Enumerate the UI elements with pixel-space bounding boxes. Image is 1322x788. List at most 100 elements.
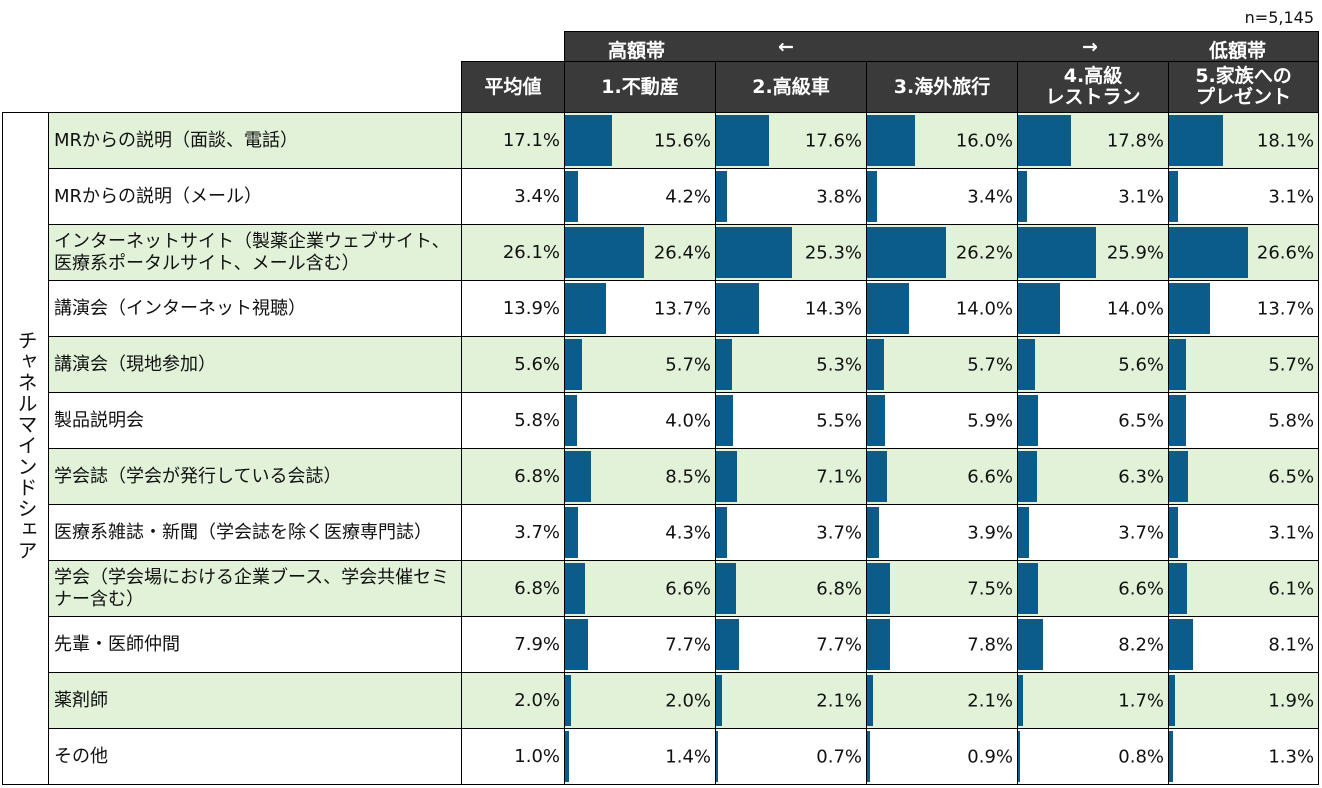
data-label: 18.1% — [1256, 130, 1315, 151]
high-price-label: 高額帯 — [608, 40, 666, 62]
data-bar — [867, 675, 874, 726]
data-label: 7.7% — [665, 634, 712, 655]
data-label: 5.3% — [816, 354, 863, 375]
data-label: 3.9% — [967, 522, 1014, 543]
average-value: 2.0% — [460, 672, 566, 729]
data-bar — [565, 451, 591, 502]
data-bar — [716, 507, 728, 558]
data-label: 5.7% — [665, 354, 712, 375]
table-row: 薬剤師 2.0% 2.0% 2.1% 2.1% 1.7% 1.9% — [3, 672, 1320, 729]
table-row: 講演会（インターネット視聴） 13.9% 13.7% 14.3% 14.0% 14.0% 1… — [3, 280, 1320, 337]
value-cell: 3.1% — [1017, 168, 1170, 225]
value-cell: 1.7% — [1017, 672, 1170, 729]
data-bar — [1018, 171, 1028, 222]
average-value: 5.8% — [460, 392, 566, 449]
data-bar — [1169, 507, 1179, 558]
data-label: 6.6% — [967, 466, 1014, 487]
row-label: 学会（学会場における企業ブース、学会共催セミナー含む） — [48, 560, 462, 617]
average-value: 6.8% — [460, 448, 566, 505]
value-cell: 3.1% — [1168, 504, 1320, 561]
data-bar — [565, 283, 607, 334]
data-bar — [565, 339, 583, 390]
value-cell: 18.1% — [1168, 112, 1320, 169]
row-label: その他 — [48, 728, 462, 785]
data-bar — [867, 507, 879, 558]
row-group-label: チャネルマインドシェア — [2, 112, 49, 785]
value-cell: 7.7% — [715, 616, 868, 673]
data-bar — [1169, 171, 1179, 222]
data-label: 16.0% — [955, 130, 1014, 151]
value-cell: 6.5% — [1168, 448, 1320, 505]
average-value: 1.0% — [460, 728, 566, 785]
data-bar — [1169, 675, 1175, 726]
value-cell: 25.3% — [715, 224, 868, 281]
data-bar — [1169, 731, 1173, 782]
row-label: 薬剤師 — [48, 672, 462, 729]
data-bar — [1018, 675, 1024, 726]
value-cell: 15.6% — [564, 112, 717, 169]
data-bar — [716, 115, 769, 166]
value-cell: 4.2% — [564, 168, 717, 225]
data-label: 8.5% — [665, 466, 712, 487]
arrow-right-icon: → — [1082, 36, 1098, 58]
value-cell: 4.3% — [564, 504, 717, 561]
data-label: 8.2% — [1118, 634, 1165, 655]
data-bar — [565, 395, 578, 446]
average-value: 13.9% — [460, 280, 566, 337]
data-label: 3.8% — [816, 186, 863, 207]
data-bar — [565, 563, 585, 614]
data-label: 6.6% — [1118, 578, 1165, 599]
data-label: 6.6% — [665, 578, 712, 599]
data-bar — [1018, 731, 1021, 782]
data-label: 7.1% — [816, 466, 863, 487]
data-label: 5.7% — [967, 354, 1014, 375]
average-value: 7.9% — [460, 616, 566, 673]
data-bar — [867, 731, 870, 782]
data-label: 15.6% — [653, 130, 712, 151]
table-row: その他 1.0% 1.4% 0.7% 0.9% 0.8% 1.3% — [3, 728, 1320, 785]
data-label: 17.6% — [804, 130, 863, 151]
data-bar — [565, 227, 645, 278]
value-cell: 5.7% — [564, 336, 717, 393]
column-header-category-4: 4.高級 レストラン — [1017, 61, 1170, 113]
data-label: 25.3% — [804, 242, 863, 263]
data-bar — [1018, 227, 1096, 278]
data-bar — [1018, 339, 1035, 390]
data-label: 6.8% — [816, 578, 863, 599]
data-bar — [716, 451, 738, 502]
data-bar — [565, 675, 572, 726]
data-label: 3.4% — [967, 186, 1014, 207]
data-bar — [1169, 339, 1187, 390]
value-cell: 5.6% — [1017, 336, 1170, 393]
data-bar — [716, 339, 732, 390]
row-label: 学会誌（学会が発行している会誌） — [48, 448, 462, 505]
data-bar — [716, 171, 728, 222]
average-value: 5.6% — [460, 336, 566, 393]
value-cell: 8.1% — [1168, 616, 1320, 673]
data-bar — [716, 731, 719, 782]
data-label: 0.9% — [967, 746, 1014, 767]
value-cell: 5.3% — [715, 336, 868, 393]
data-bar — [867, 563, 890, 614]
value-cell: 3.1% — [1168, 168, 1320, 225]
row-label: MRからの説明（面談、電話） — [48, 112, 462, 169]
data-label: 7.8% — [967, 634, 1014, 655]
table-row: インターネットサイト（製薬企業ウェブサイト、医療系ポータルサイト、メール含む） 2… — [3, 224, 1320, 281]
data-bar — [1018, 563, 1038, 614]
data-label: 4.2% — [665, 186, 712, 207]
table-row: 先輩・医師仲間 7.9% 7.7% 7.7% 7.8% 8.2% 8.1% — [3, 616, 1320, 673]
channel-mindshare-table: 高額帯 ← → 低額帯 平均値 1.不動産 2.高級車 3.海外旅行 4.高級 レストラン… — [2, 31, 1320, 785]
data-label: 6.3% — [1118, 466, 1165, 487]
data-bar — [565, 731, 570, 782]
low-price-label: 低額帯 — [1209, 40, 1267, 62]
table-row: MRからの説明（メール） 3.4% 4.2% 3.8% 3.4% 3.1% 3.1% — [3, 168, 1320, 225]
value-cell: 14.0% — [866, 280, 1019, 337]
value-cell: 8.5% — [564, 448, 717, 505]
data-label: 1.3% — [1268, 746, 1315, 767]
data-bar — [1018, 451, 1037, 502]
value-cell: 3.4% — [866, 168, 1019, 225]
data-bar — [565, 619, 589, 670]
row-label: 先輩・医師仲間 — [48, 616, 462, 673]
data-bar — [1169, 395, 1187, 446]
table-row: 学会（学会場における企業ブース、学会共催セミナー含む） 6.8% 6.6% 6.8% 7… — [3, 560, 1320, 617]
